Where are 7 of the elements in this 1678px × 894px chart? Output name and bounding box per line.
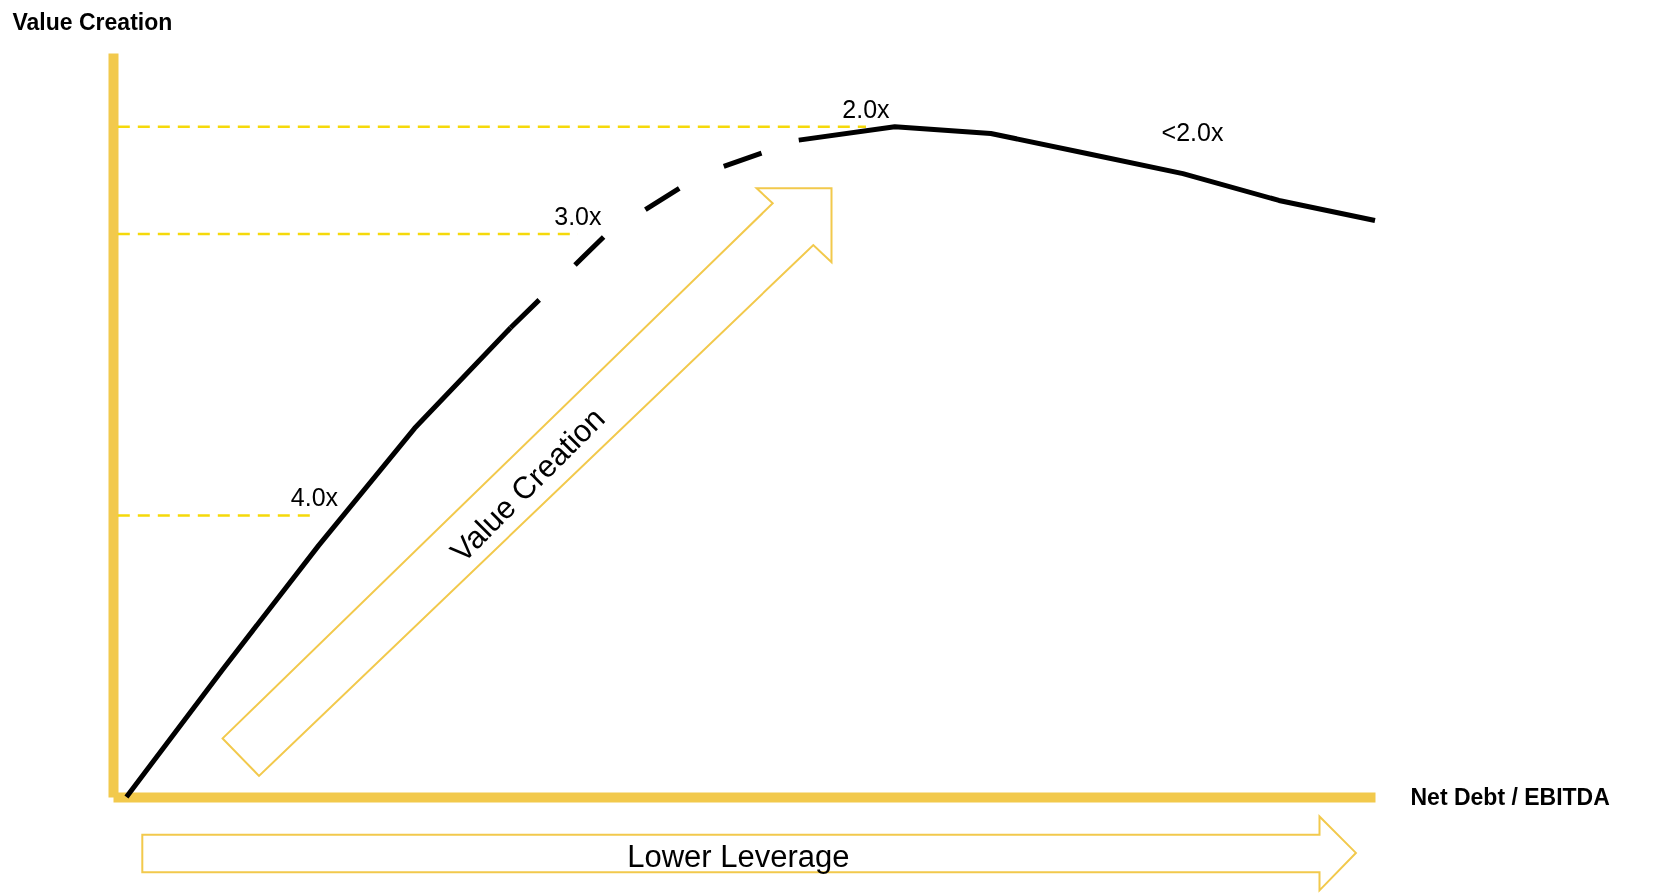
- annotation: <2.0x: [1161, 118, 1224, 147]
- x-axis-title: Net Debt / EBITDA: [1410, 783, 1610, 810]
- y-axis-title: Value Creation: [12, 8, 173, 35]
- ref-line-label: 4.0x: [290, 483, 339, 512]
- text: Lower Leverage: [627, 838, 850, 874]
- ref-line-label: 3.0x: [554, 201, 602, 230]
- ref-line-label: 2.0x: [842, 94, 891, 123]
